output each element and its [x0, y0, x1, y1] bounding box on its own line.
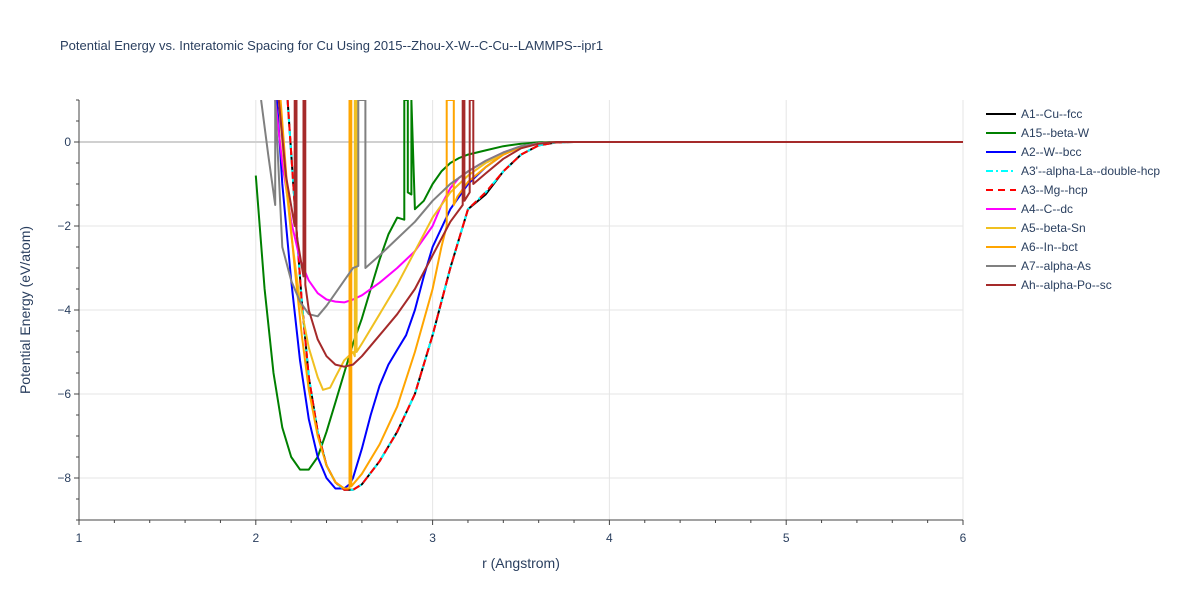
legend-item[interactable]: A5--beta-Sn: [986, 221, 1086, 235]
chart-title: Potential Energy vs. Interatomic Spacing…: [60, 38, 603, 53]
x-tick-label: 1: [76, 531, 83, 545]
legend-item[interactable]: A2--W--bcc: [986, 145, 1081, 159]
series-line-A1--Cu--fcc: [286, 100, 963, 491]
series-line-A4--C--dc: [274, 100, 963, 304]
y-tick-label: −2: [57, 219, 71, 233]
y-axis-label: Potential Energy (eV/atom): [17, 226, 33, 394]
series-line-A6--In--bct: [279, 100, 963, 490]
legend-label: A4--C--dc: [1021, 202, 1073, 216]
x-ticks: 1 2 3 4 5 6: [76, 520, 967, 545]
x-axis-label: r (Angstrom): [482, 555, 560, 571]
series-line-Ah--alpha-Po--sc: [277, 100, 963, 368]
legend-item[interactable]: A6--In--bct: [986, 240, 1078, 254]
x-tick-label: 3: [429, 531, 436, 545]
series-layer: [254, 100, 963, 491]
series-line-A15--beta-W: [254, 100, 963, 471]
legend-item[interactable]: A1--Cu--fcc: [986, 107, 1082, 121]
y-tick-label: −8: [57, 471, 71, 485]
series-line-A3'--alpha-La--double-hcp: [286, 100, 963, 491]
y-tick-label: 0: [64, 135, 71, 149]
legend-label: A6--In--bct: [1021, 240, 1078, 254]
legend-label: A2--W--bcc: [1021, 145, 1081, 159]
y-tick-label: −4: [57, 303, 71, 317]
legend-label: Ah--alpha-Po--sc: [1021, 278, 1112, 292]
series-line-A3--Mg--hcp: [286, 100, 963, 491]
legend-label: A15--beta-W: [1021, 126, 1090, 140]
legend-label: A1--Cu--fcc: [1021, 107, 1082, 121]
legend-label: A7--alpha-As: [1021, 259, 1091, 273]
x-tick-label: 5: [783, 531, 790, 545]
series-line-A2--W--bcc: [276, 100, 963, 490]
series-line-A7--alpha-As: [260, 100, 963, 318]
legend-item[interactable]: A3--Mg--hcp: [986, 183, 1088, 197]
legend-item[interactable]: Ah--alpha-Po--sc: [986, 278, 1112, 292]
legend-label: A5--beta-Sn: [1021, 221, 1086, 235]
y-ticks: 0 −2 −4 −6 −8: [57, 99, 79, 521]
x-tick-label: 4: [606, 531, 613, 545]
legend: A1--Cu--fcc A15--beta-W A2--W--bcc A3'--alp…: [986, 107, 1160, 292]
legend-item[interactable]: A3'--alpha-La--double-hcp: [986, 164, 1160, 178]
legend-label: A3'--alpha-La--double-hcp: [1021, 164, 1160, 178]
legend-item[interactable]: A15--beta-W: [986, 126, 1090, 140]
legend-item[interactable]: A7--alpha-As: [986, 259, 1091, 273]
series-line-A5--beta-Sn: [277, 100, 963, 391]
grid: [79, 100, 964, 520]
legend-label: A3--Mg--hcp: [1021, 183, 1088, 197]
x-tick-label: 2: [252, 531, 259, 545]
legend-item[interactable]: A4--C--dc: [986, 202, 1073, 216]
x-tick-label: 6: [960, 531, 967, 545]
y-tick-label: −6: [57, 387, 71, 401]
